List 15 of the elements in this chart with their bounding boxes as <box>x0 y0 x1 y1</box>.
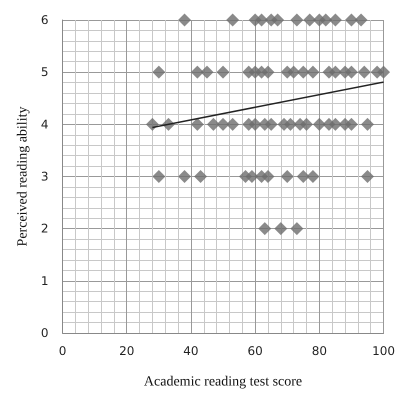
x-tick-label: 60 <box>248 344 263 358</box>
x-axis-title: Academic reading test score <box>144 374 302 390</box>
x-tick-label: 20 <box>119 344 134 358</box>
y-tick-label: 3 <box>40 170 49 184</box>
y-tick-label: 0 <box>40 326 49 340</box>
y-tick-label: 4 <box>40 117 49 132</box>
x-tick-label: 80 <box>312 344 327 358</box>
x-tick-label: 0 <box>58 344 66 358</box>
y-tick-label: 5 <box>40 65 49 80</box>
y-tick-label: 1 <box>40 274 49 288</box>
y-axis-title: Perceived reading ability <box>16 106 30 246</box>
x-tick-label: 100 <box>372 344 395 358</box>
y-tick-label: 6 <box>40 13 49 27</box>
x-tick-label: 40 <box>183 344 199 358</box>
y-tick-label: 2 <box>40 222 49 236</box>
